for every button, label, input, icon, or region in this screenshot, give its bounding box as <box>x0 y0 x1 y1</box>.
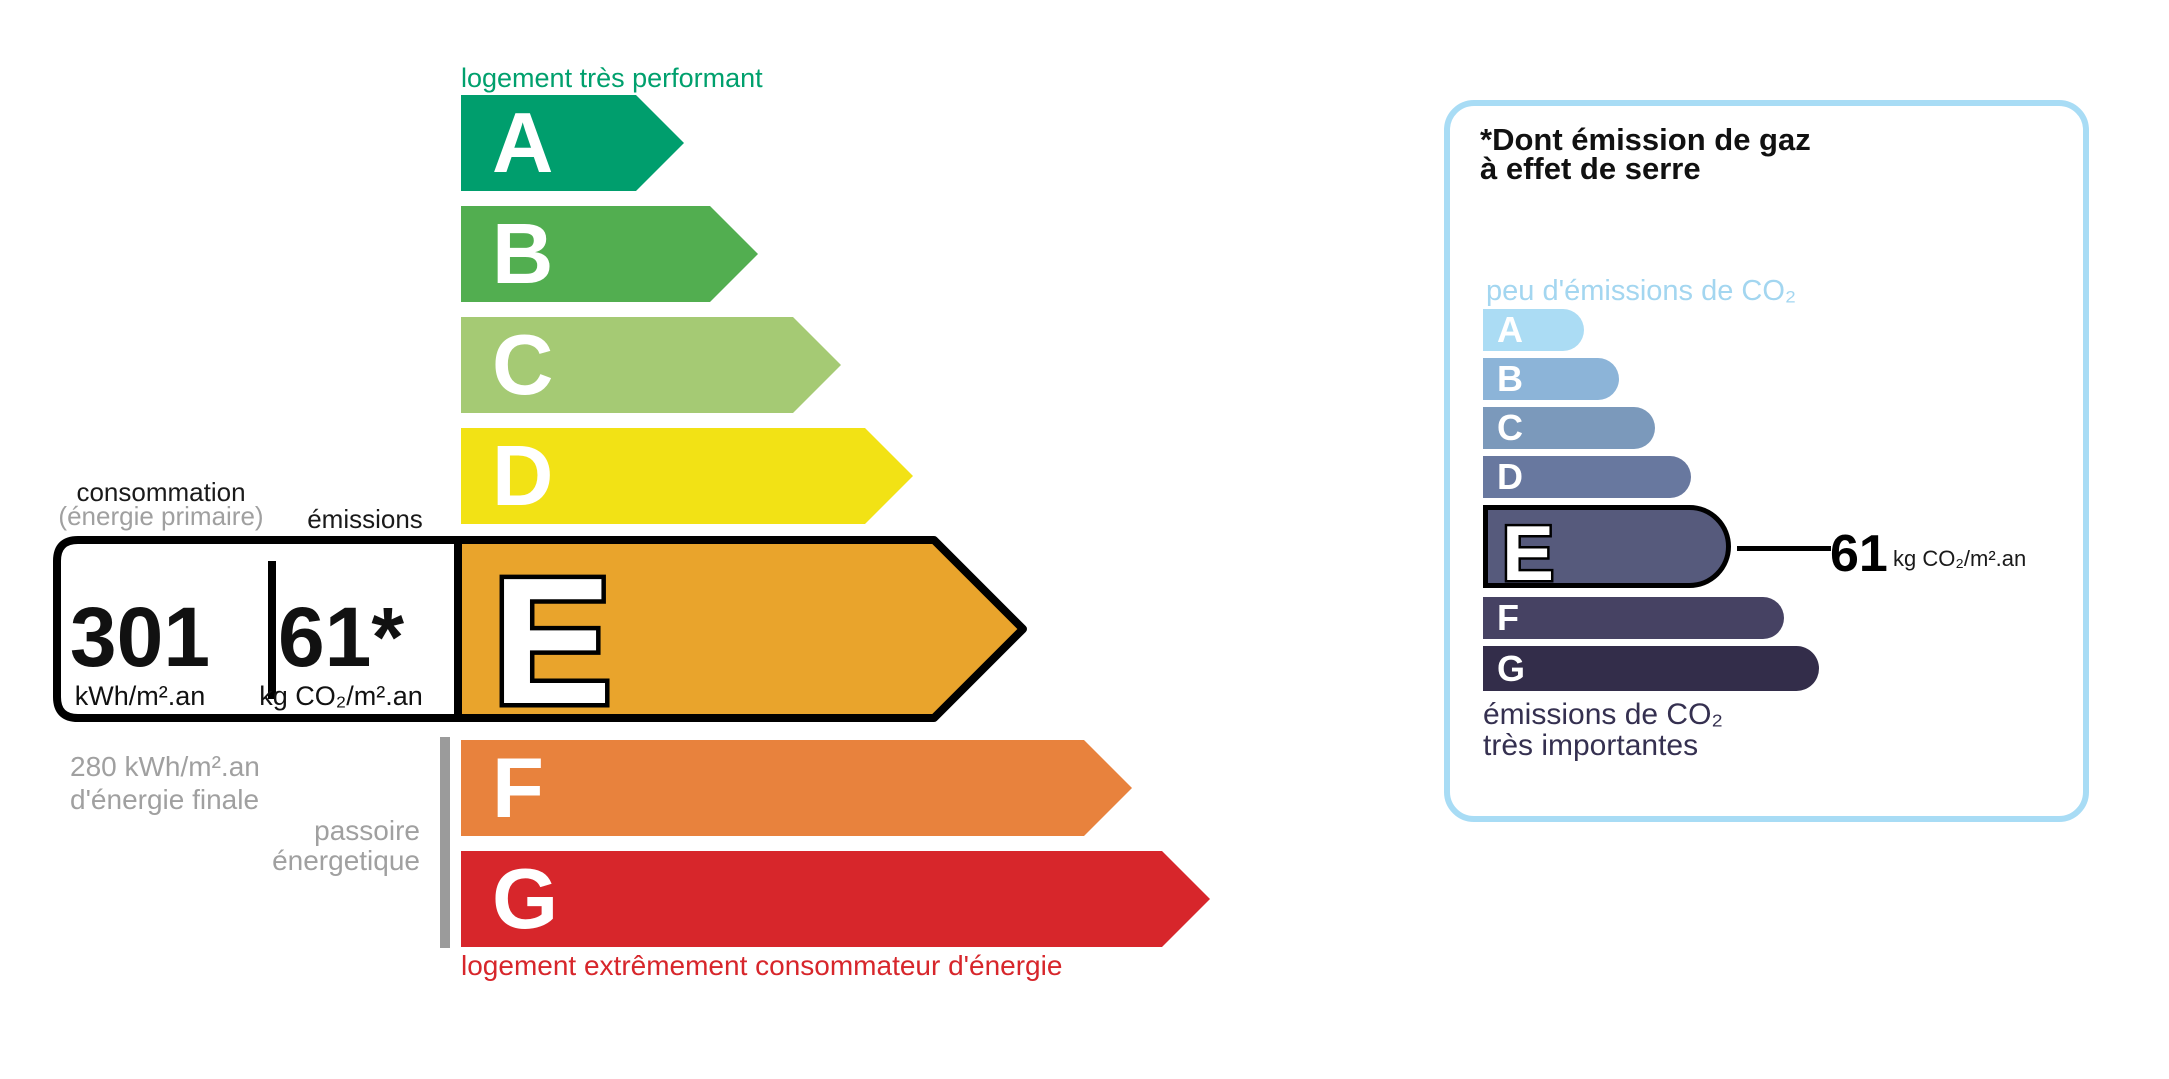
consumption-value: 301 <box>69 590 211 684</box>
energy-sieve-line2: énergetique <box>272 845 420 876</box>
energy-class-arrow-g: G <box>461 851 1210 947</box>
emissions-value: 61* <box>277 590 405 684</box>
co2-class-bar-g: G <box>1483 646 1819 691</box>
energy-class-letter: A <box>492 95 554 191</box>
energy-class-letter: G <box>492 851 559 947</box>
high-consumption-label: logement extrêmement consommateur d'éner… <box>461 950 1063 981</box>
rating-values-box <box>53 536 462 722</box>
co2-class-bar-d: D <box>1483 456 1691 498</box>
consumption-label: consommation <box>76 477 246 507</box>
co2-class-bar-c: C <box>1483 407 1655 449</box>
final-energy-line2: d'énergie finale <box>70 784 260 815</box>
final-energy-line1: 280 kWh/m².an <box>70 751 260 782</box>
consumption-cell: 301 kWh/m².an <box>57 535 223 725</box>
co2-class-letter: D <box>1497 456 1523 497</box>
co2-class-letter: A <box>1497 309 1523 350</box>
co2-title-line2: à effet de serre <box>1480 151 1701 186</box>
energy-class-arrow-d: D <box>461 428 913 524</box>
co2-value-connector-line <box>1737 546 1831 551</box>
co2-title-line1: *Dont émission de gaz <box>1480 122 1811 157</box>
co2-class-letter: F <box>1497 597 1519 638</box>
consumption-unit: kWh/m².an <box>74 681 206 711</box>
emissions-cell: 61* kg CO₂/m².an <box>225 535 457 725</box>
rating-row-shape <box>53 536 1027 722</box>
co2-panel-title: *Dont émission de gaz à effet de serre <box>1480 122 1811 186</box>
energy-class-letter: C <box>492 317 554 413</box>
rating-arrow-e <box>454 536 1027 722</box>
rating-box-divider <box>268 561 276 699</box>
energy-sieve-bracket-bar <box>440 737 450 948</box>
energy-class-arrow-f: F <box>461 740 1132 836</box>
co2-class-letter: G <box>1497 647 1526 689</box>
energy-class-arrow-b: B <box>461 206 758 302</box>
consumption-header: consommation (énergie primaire) <box>21 477 301 531</box>
energy-class-arrow-c: C <box>461 317 841 413</box>
energy-sieve-line1: passoire <box>314 815 420 846</box>
energy-class-arrow-a: A <box>461 95 684 191</box>
co2-class-bar-e <box>1483 505 1731 588</box>
co2-class-bar-f: F <box>1483 597 1784 639</box>
emissions-header: émissions <box>307 504 423 534</box>
co2-high-emissions-label: émissions de CO₂ très importantes <box>1483 699 1723 761</box>
energy-class-letter: D <box>492 428 554 524</box>
co2-value: 61 <box>1830 525 1888 583</box>
rating-letter-e: E E <box>487 541 616 742</box>
co2-value-unit: kg CO₂/m².an <box>1893 546 2027 571</box>
primary-energy-sublabel: (énergie primaire) <box>58 501 264 531</box>
energy-class-letter: B <box>492 206 554 302</box>
final-energy-note: 280 kWh/m².an d'énergie finale <box>70 750 260 816</box>
emissions-unit: kg CO₂/m².an <box>259 681 423 711</box>
co2-rating-letter-e: E E <box>1499 509 1556 597</box>
co2-class-bar-a: A <box>1483 309 1584 351</box>
co2-class-letter: C <box>1497 407 1523 448</box>
co2-high-emissions-line1: émissions de CO₂ <box>1483 698 1724 731</box>
co2-low-emissions-label: peu d'émissions de CO₂ <box>1486 275 1797 307</box>
energy-sieve-label: passoire énergetique <box>220 816 420 876</box>
co2-class-letter: B <box>1497 358 1523 399</box>
top-performance-label: logement très performant <box>461 63 763 93</box>
energy-class-letter: F <box>492 740 544 836</box>
co2-high-emissions-line2: très importantes <box>1483 729 1699 762</box>
co2-class-bar-b: B <box>1483 358 1619 400</box>
